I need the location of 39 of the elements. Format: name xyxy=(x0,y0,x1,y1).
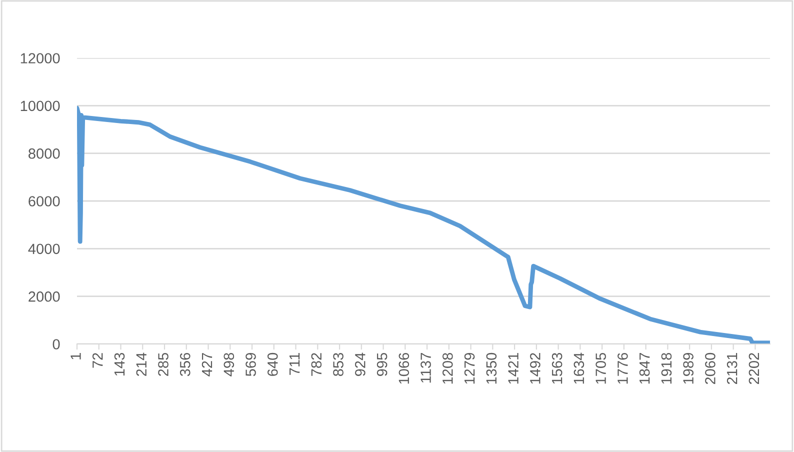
x-tick-label: 1 xyxy=(70,353,81,360)
x-tick-label: 853 xyxy=(333,352,344,376)
x-tick-label: 1350 xyxy=(486,352,497,384)
x-tick-label: 1776 xyxy=(618,352,628,384)
y-tick-label: 12000 xyxy=(20,53,60,64)
x-tick-label: 1705 xyxy=(596,352,606,384)
x-tick-label: 143 xyxy=(114,352,125,376)
x-tick-label: 427 xyxy=(202,353,212,376)
x-tick-label: 711 xyxy=(290,353,300,375)
x-tick-label: 214 xyxy=(136,352,146,376)
y-tick-label: 6000 xyxy=(28,196,60,206)
x-tick-label: 569 xyxy=(246,353,256,376)
x-tick-label: 1563 xyxy=(552,352,562,384)
x-tick-label: 1847 xyxy=(639,353,650,384)
x-tick-label: 498 xyxy=(224,352,234,376)
y-tick-label: 0 xyxy=(52,339,60,350)
x-tick-label: 2131 xyxy=(726,353,738,384)
x-tick-label: 1918 xyxy=(661,352,672,384)
y-tick-label: 4000 xyxy=(28,244,60,254)
x-tick-label: 1066 xyxy=(398,352,410,384)
x-tick-label: 2060 xyxy=(705,352,716,384)
x-tick-label: 1208 xyxy=(442,352,453,384)
x-tick-label: 640 xyxy=(267,352,278,376)
y-tick-label: 2000 xyxy=(28,291,60,302)
x-tick-label: 356 xyxy=(180,352,190,376)
x-tick-label: 2202 xyxy=(748,353,760,384)
y-tick-label: 8000 xyxy=(28,148,60,159)
x-tick-label: 1137 xyxy=(420,353,431,383)
x-tick-label: 1421 xyxy=(508,353,518,384)
x-tick-label: 1989 xyxy=(683,353,694,384)
y-tick-label: 10000 xyxy=(20,100,60,112)
x-tick-label: 1634 xyxy=(574,352,584,384)
x-tick-label: 782 xyxy=(311,353,322,376)
x-tick-label: 285 xyxy=(158,352,168,376)
x-tick-label: 995 xyxy=(376,352,388,376)
x-tick-label: 1492 xyxy=(530,353,540,384)
x-tick-label: 1279 xyxy=(464,353,475,384)
x-tick-label: 924 xyxy=(355,352,366,376)
x-tick-label: 72 xyxy=(92,353,103,368)
